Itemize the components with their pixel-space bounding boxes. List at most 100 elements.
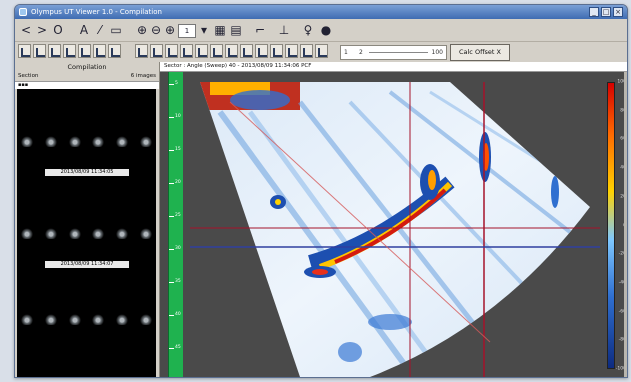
image-count: 6 images xyxy=(130,73,156,79)
tool-icon[interactable] xyxy=(270,44,283,58)
tool-icon[interactable] xyxy=(255,44,268,58)
slider-min-value: 1 xyxy=(344,49,348,56)
main-toolbar: < > O A ⁄ ▭ ⊕ ⊖ ⊕ ▾ ▦ ▤ ⌐ ⊥ ♀ ● 1 xyxy=(15,19,627,42)
tool-icon[interactable] xyxy=(33,44,46,58)
forward-icon[interactable]: > xyxy=(36,23,48,37)
colorbar-tick-label: -100 xyxy=(615,366,626,372)
thumbnail-item[interactable]: 2013/08/09 11:34:05 xyxy=(17,89,156,181)
scan-viewer[interactable]: Sector : Angle (Sweep) 40 - 2013/08/09 1… xyxy=(160,62,627,377)
diagonal-cursor[interactable] xyxy=(229,101,491,343)
ruler-label: 35 xyxy=(175,279,181,284)
colorbar-tick-label: 60 xyxy=(620,137,626,142)
ruler-tick xyxy=(169,348,174,349)
tool-icon[interactable] xyxy=(108,44,121,58)
thumbnail-label: 2013/08/09 11:34:07 xyxy=(45,261,129,268)
ruler-label: 20 xyxy=(175,180,181,185)
colorbar-tick-label: -40 xyxy=(618,280,626,286)
grid-view-icon[interactable]: ▦ xyxy=(214,23,226,37)
screen-icon[interactable]: ▭ xyxy=(110,23,122,37)
zoom-out-icon[interactable]: ⊖ xyxy=(150,23,162,37)
perpendicular-icon[interactable]: ⊥ xyxy=(278,23,290,37)
tool-icon[interactable] xyxy=(93,44,106,58)
pen-tool-icon[interactable]: ⁄ xyxy=(98,23,101,37)
cursor-icon[interactable]: ⌐ xyxy=(254,23,266,37)
minimize-button[interactable]: _ xyxy=(589,7,599,17)
calc-offset-button[interactable]: Calc Offset X xyxy=(450,44,510,61)
ruler-label: 25 xyxy=(175,213,181,218)
record-icon[interactable]: ● xyxy=(320,23,332,37)
slider-track[interactable] xyxy=(369,52,428,53)
colorbar-tick-label: 40 xyxy=(620,166,626,171)
tool-icon[interactable] xyxy=(285,44,298,58)
app-window: Olympus UT Viewer 1.0 - Compilation _ □ … xyxy=(14,4,628,378)
probe-icon[interactable]: ♀ xyxy=(303,23,313,37)
tool-icon[interactable] xyxy=(225,44,238,58)
ruler-label: 15 xyxy=(175,147,181,152)
back-icon[interactable]: < xyxy=(20,23,32,37)
section-label: Section xyxy=(18,73,39,79)
ruler-label: 30 xyxy=(175,246,181,251)
zoom-level-input[interactable]: 1 xyxy=(178,24,196,38)
title-bar: Olympus UT Viewer 1.0 - Compilation _ □ … xyxy=(15,5,627,19)
ruler-tick xyxy=(169,183,174,184)
tool-icon[interactable] xyxy=(150,44,163,58)
tool-icon[interactable] xyxy=(78,44,91,58)
amplitude-colorbar xyxy=(607,82,615,369)
ruler-tick xyxy=(169,315,174,316)
tool-icon[interactable] xyxy=(210,44,223,58)
ruler-label: 5 xyxy=(175,81,178,86)
colorbar-tick-label: -80 xyxy=(618,337,626,343)
thumbnail-item[interactable] xyxy=(17,273,156,365)
spin-down-icon[interactable]: ▾ xyxy=(200,23,208,37)
colorbar-tick-label: -60 xyxy=(618,309,626,315)
slider-mid-value: 2 xyxy=(359,49,363,56)
ruler-tick xyxy=(169,216,174,217)
colorbar-tick-label: 100 xyxy=(617,79,626,85)
thumbnail-item[interactable]: 2013/08/09 11:34:07 xyxy=(17,181,156,273)
ruler-tick xyxy=(169,282,174,283)
compilation-panel: Compilation Section 6 images ▪▪▪ 2013/08… xyxy=(15,62,160,377)
app-icon xyxy=(19,8,27,16)
colorbar-tick-label: 80 xyxy=(620,108,626,113)
ruler-label: 40 xyxy=(175,312,181,317)
ruler-tick xyxy=(169,117,174,118)
panel-header: Section 6 images xyxy=(15,72,159,82)
text-tool-icon[interactable]: A xyxy=(79,23,89,37)
tool-icon[interactable] xyxy=(135,44,148,58)
tool-icon[interactable] xyxy=(300,44,313,58)
tool-icon[interactable] xyxy=(48,44,61,58)
tool-icon[interactable] xyxy=(165,44,178,58)
ruler-label: 45 xyxy=(175,345,181,350)
colorbar-tick-label: 20 xyxy=(620,194,626,199)
maximize-button[interactable]: □ xyxy=(601,7,611,17)
tool-icon[interactable] xyxy=(315,44,328,58)
sector-scan-image[interactable] xyxy=(160,72,627,377)
slider-max-value: 100 xyxy=(431,49,443,56)
colorbar-tick-label: -20 xyxy=(618,251,626,257)
close-button[interactable]: × xyxy=(613,7,623,17)
refresh-icon[interactable]: O xyxy=(53,23,63,37)
tool-icon[interactable] xyxy=(63,44,76,58)
layout-icon[interactable]: ▤ xyxy=(230,23,242,37)
sector-plot-area[interactable] xyxy=(160,72,627,377)
secondary-toolbar: 1 2 100 Calc Offset X xyxy=(15,42,627,63)
viewer-header: Sector : Angle (Sweep) 40 - 2013/08/09 1… xyxy=(160,62,627,72)
ruler-tick xyxy=(169,249,174,250)
tool-icon[interactable] xyxy=(195,44,208,58)
panel-subrow: ▪▪▪ xyxy=(15,82,159,89)
depth-ruler: 5 10 15 20 25 30 35 40 45 xyxy=(168,72,183,377)
ruler-tick xyxy=(169,84,174,85)
thumbnail-list[interactable]: 2013/08/09 11:34:05 2013/08/09 11:34:07 xyxy=(17,89,156,377)
window-title: Olympus UT Viewer 1.0 - Compilation xyxy=(31,8,162,16)
tool-icon[interactable] xyxy=(240,44,253,58)
zoom-in-icon[interactable]: ⊕ xyxy=(136,23,148,37)
ruler-label: 10 xyxy=(175,114,181,119)
thumbnail-label: 2013/08/09 11:34:05 xyxy=(45,169,129,176)
zoom-fit-icon[interactable]: ⊕ xyxy=(164,23,176,37)
gain-slider[interactable]: 1 2 100 xyxy=(340,45,447,60)
vertical-scrollbar[interactable] xyxy=(624,72,627,377)
tool-icon[interactable] xyxy=(18,44,31,58)
tool-icon[interactable] xyxy=(180,44,193,58)
ruler-tick xyxy=(169,150,174,151)
panel-title: Compilation xyxy=(67,63,107,71)
